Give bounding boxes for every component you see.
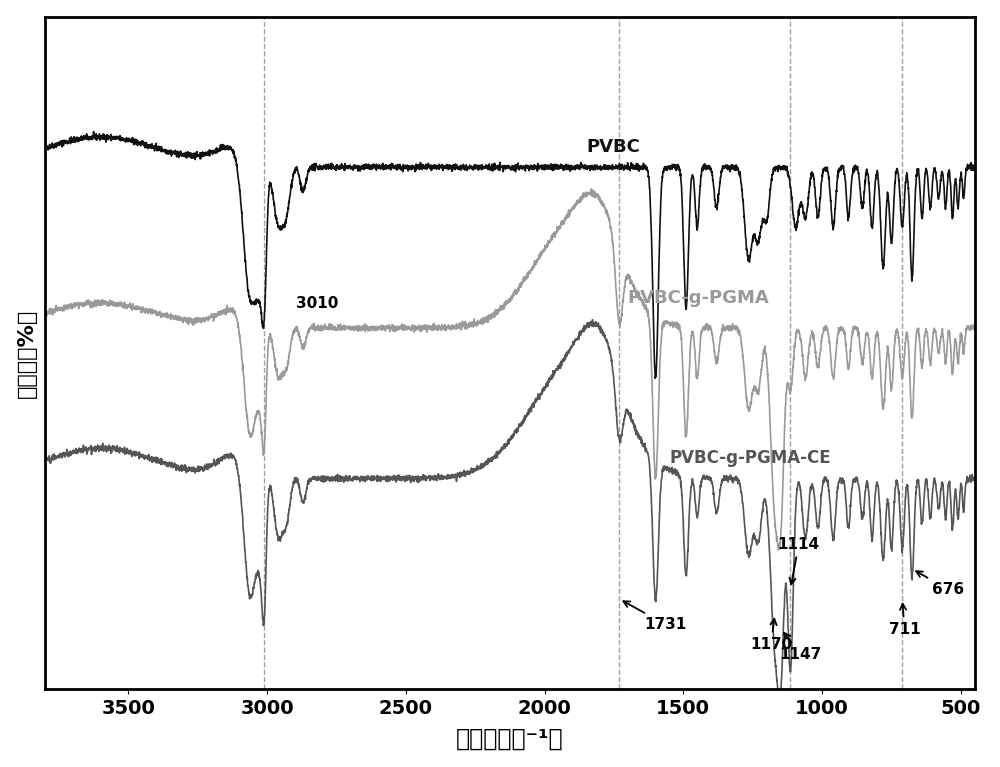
Text: 1114: 1114 bbox=[778, 537, 820, 584]
X-axis label: 波数（厘米⁻¹）: 波数（厘米⁻¹） bbox=[456, 726, 564, 750]
Y-axis label: 透光率（%）: 透光率（%） bbox=[17, 308, 37, 397]
Text: 1731: 1731 bbox=[623, 601, 687, 632]
Text: PVBC-g-PGMA-CE: PVBC-g-PGMA-CE bbox=[669, 449, 831, 467]
Text: 1147: 1147 bbox=[779, 633, 821, 662]
Text: PVBC-g-PGMA: PVBC-g-PGMA bbox=[628, 288, 770, 307]
Text: PVBC: PVBC bbox=[586, 138, 640, 156]
Text: 711: 711 bbox=[889, 604, 920, 637]
Text: 676: 676 bbox=[916, 571, 964, 597]
Text: 3010: 3010 bbox=[296, 296, 338, 311]
Text: 1170: 1170 bbox=[750, 619, 792, 652]
